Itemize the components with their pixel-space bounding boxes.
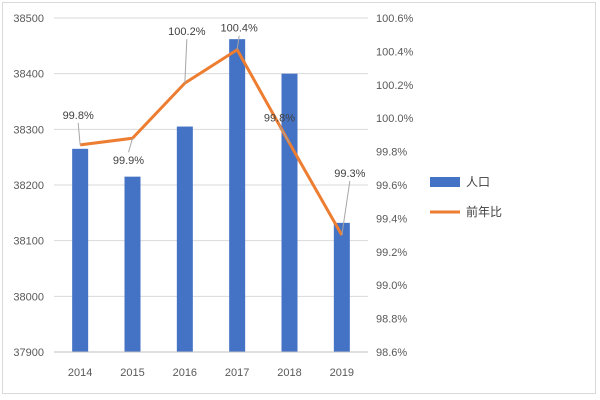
y-right-tick-label: 98.8%: [376, 314, 407, 326]
bar-2015: [124, 176, 141, 352]
bar-2019: [333, 222, 350, 352]
data-label-yoy: 100.2%: [168, 26, 206, 38]
legend-label-population: 人口: [466, 175, 490, 189]
x-tick-label: 2014: [68, 367, 92, 379]
line-series-yoy: [79, 48, 344, 236]
data-label-yoy: 99.9%: [113, 155, 144, 167]
y-left-tick-label: 38400: [13, 69, 44, 81]
y-left-tick-label: 38300: [13, 124, 44, 136]
chart-frame: [2, 2, 596, 394]
y-left-tick-label: 38000: [13, 291, 44, 303]
y-left-tick-label: 38500: [13, 13, 44, 25]
data-label-leader: [184, 39, 188, 84]
y-right-tick-label: 98.6%: [376, 347, 407, 359]
y-left-tick-label: 37900: [13, 347, 44, 359]
data-label-leader: [341, 181, 351, 236]
data-label-leader: [279, 125, 290, 144]
legend-label-yoy: 前年比: [466, 204, 502, 219]
data-label-yoy: 100.4%: [221, 23, 259, 35]
y-right-tick-label: 99.8%: [376, 147, 407, 159]
bar-2018: [281, 73, 298, 353]
x-tick-label: 2018: [277, 367, 301, 379]
data-label-yoy: 99.8%: [63, 110, 94, 122]
y-right-tick-label: 100.2%: [376, 80, 414, 92]
data-label-yoy: 99.8%: [264, 112, 295, 124]
data-label-yoy: 99.3%: [334, 168, 365, 180]
y-right-tick-label: 100.0%: [376, 113, 414, 125]
data-label-leader: [236, 35, 240, 50]
bar-2016: [176, 126, 193, 352]
x-tick-label: 2015: [120, 367, 144, 379]
y-right-tick-label: 100.4%: [376, 46, 414, 58]
y-right-tick-label: 99.4%: [376, 213, 407, 225]
y-right-tick-label: 100.6%: [376, 13, 414, 25]
y-right-tick-label: 99.6%: [376, 180, 407, 192]
x-tick-label: 2019: [330, 367, 354, 379]
data-label-leader: [77, 122, 81, 145]
bar-2017: [229, 39, 246, 353]
y-right-tick-label: 99.2%: [376, 247, 407, 259]
y-left-tick-label: 38100: [13, 236, 44, 248]
y-right-tick-label: 99.0%: [376, 280, 407, 292]
legend-swatch-population: [430, 177, 460, 187]
bar-2014: [72, 148, 89, 352]
x-tick-label: 2016: [173, 367, 197, 379]
y-left-tick-label: 38200: [13, 180, 44, 192]
x-tick-label: 2017: [225, 367, 249, 379]
data-label-leader: [128, 138, 133, 153]
